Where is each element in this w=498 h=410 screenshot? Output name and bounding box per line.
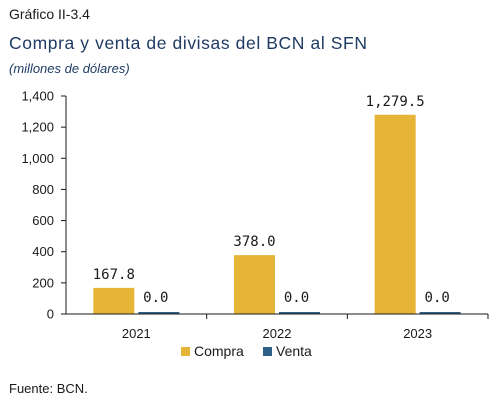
x-tick-label: 2022 — [263, 326, 292, 341]
y-tick-label: 200 — [32, 275, 54, 290]
bar-venta-2022 — [279, 312, 320, 314]
data-label-venta-2022: 0.0 — [284, 290, 309, 306]
x-tick-label: 2023 — [403, 326, 432, 341]
y-tick-label: 400 — [32, 244, 54, 259]
figure-label: Gráfico II-3.4 — [9, 6, 90, 22]
y-tick-label: 1,000 — [21, 151, 54, 166]
data-label-compra-2023: 1,279.5 — [366, 94, 425, 110]
y-tick-label: 600 — [32, 213, 54, 228]
x-tick-label: 2021 — [122, 326, 151, 341]
legend-label-venta: Venta — [276, 343, 312, 359]
source-note: Fuente: BCN. — [9, 381, 88, 396]
data-label-venta-2023: 0.0 — [425, 290, 450, 306]
y-tick-label: 1,400 — [21, 89, 54, 104]
chart-subtitle: (millones de dólares) — [9, 61, 130, 76]
bar-compra-2023 — [374, 114, 416, 314]
legend-label-compra: Compra — [194, 343, 244, 359]
y-axis: 0 200 400 600 800 1,000 1,200 1,400 — [21, 89, 67, 322]
y-tick-label: 0 — [47, 307, 54, 322]
data-label-compra-2021: 167.8 — [93, 267, 135, 283]
bar-venta-2023 — [419, 312, 461, 314]
data-label-compra-2022: 378.0 — [233, 234, 275, 250]
bar-chart: 0 200 400 600 800 1,000 1,200 1,400 167.8 0.0 378… — [21, 89, 489, 359]
x-axis: 2021 2022 2023 — [66, 313, 489, 341]
bar-venta-2021 — [138, 312, 180, 314]
bars: 167.8 0.0 378.0 0.0 1,279.5 0.0 — [93, 94, 461, 314]
legend-swatch-compra — [181, 347, 190, 356]
legend: Compra Venta — [181, 343, 312, 359]
bar-compra-2022 — [234, 255, 275, 314]
data-label-venta-2021: 0.0 — [143, 290, 168, 306]
legend-swatch-venta — [263, 347, 272, 356]
chart-title: Compra y venta de divisas del BCN al SFN — [9, 33, 368, 53]
bar-compra-2021 — [93, 287, 135, 314]
y-tick-label: 800 — [32, 182, 54, 197]
y-tick-label: 1,200 — [21, 120, 54, 135]
